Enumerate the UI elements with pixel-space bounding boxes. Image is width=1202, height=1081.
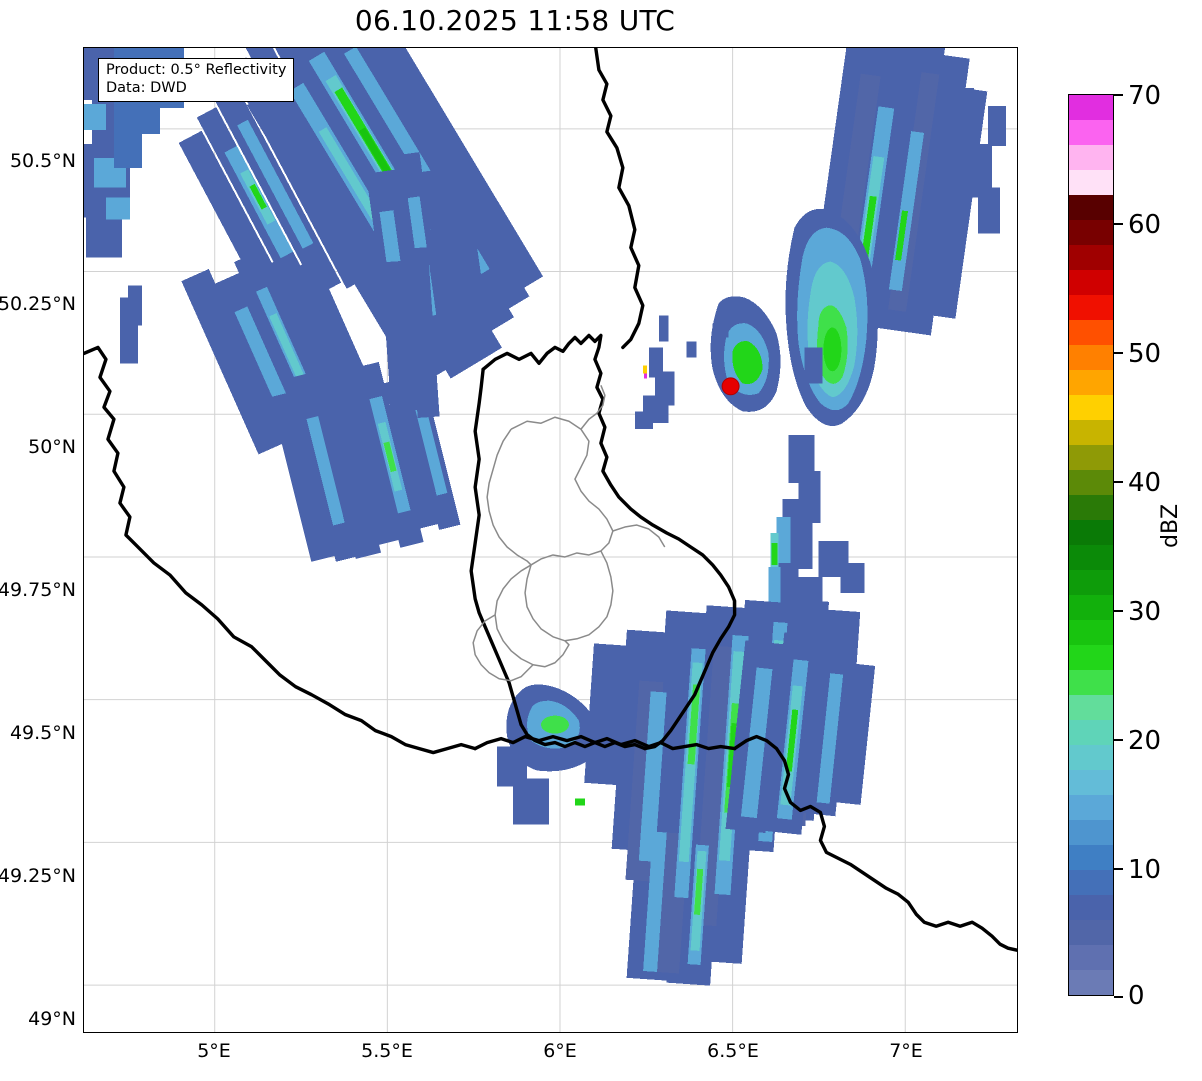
colorbar-band xyxy=(1069,545,1113,570)
colorbar-band xyxy=(1069,345,1113,370)
colorbar-axis-label: dBZ xyxy=(1158,503,1183,548)
colorbar-band xyxy=(1069,670,1113,695)
colorbar-band xyxy=(1069,120,1113,145)
colorbar-band xyxy=(1069,395,1113,420)
colorbar-band xyxy=(1069,695,1113,720)
x-tick-label: 6.5°E xyxy=(707,1040,759,1062)
colorbar-band xyxy=(1069,920,1113,945)
national-borders xyxy=(84,48,1017,952)
colorbar-tick-label: 0 xyxy=(1128,981,1145,1011)
radar-echo-ne xyxy=(634,48,1007,661)
colorbar-band xyxy=(1069,645,1113,670)
colorbar-band xyxy=(1069,95,1113,120)
colorbar-tick-label: 70 xyxy=(1128,81,1162,111)
radar-map-canvas xyxy=(84,48,1017,1032)
colorbar-tick-label: 30 xyxy=(1128,597,1162,627)
x-tick-label: 5.5°E xyxy=(361,1040,413,1062)
x-tick-label: 6°E xyxy=(543,1040,577,1062)
map-plot-area[interactable]: Product: 0.5° Reflectivity Data: DWD xyxy=(83,47,1018,1033)
y-tick-label: 50.25°N xyxy=(0,293,76,315)
colorbar-band xyxy=(1069,470,1113,495)
colorbar-band xyxy=(1069,320,1113,345)
colorbar-band xyxy=(1069,295,1113,320)
colorbar-band xyxy=(1069,220,1113,245)
y-tick-label: 49°N xyxy=(28,1008,76,1030)
data-source-label: Data: DWD xyxy=(106,79,187,96)
colorbar-band xyxy=(1069,170,1113,195)
y-tick-label: 49.75°N xyxy=(0,579,76,601)
colorbar-band xyxy=(1069,895,1113,920)
colorbar-band xyxy=(1069,720,1113,745)
reflectivity-colorbar[interactable] xyxy=(1068,94,1114,996)
colorbar-band xyxy=(1069,745,1113,770)
colorbar-band xyxy=(1069,620,1113,645)
colorbar-band xyxy=(1069,945,1113,970)
colorbar-band xyxy=(1069,145,1113,170)
product-info-box: Product: 0.5° Reflectivity Data: DWD xyxy=(98,58,295,103)
y-tick-label: 49.25°N xyxy=(0,865,76,887)
colorbar-band xyxy=(1069,445,1113,470)
radar-echo-nw xyxy=(84,48,544,562)
colorbar-tick-label: 40 xyxy=(1128,468,1162,498)
colorbar-tick-label: 60 xyxy=(1128,210,1162,240)
colorbar-band xyxy=(1069,245,1113,270)
product-label: Product: 0.5° Reflectivity xyxy=(106,62,287,78)
colorbar-band xyxy=(1069,520,1113,545)
colorbar-band xyxy=(1069,845,1113,870)
colorbar-band xyxy=(1069,870,1113,895)
colorbar-tick-label: 50 xyxy=(1128,339,1162,369)
x-tick-label: 7°E xyxy=(889,1040,923,1062)
colorbar-tick-label: 10 xyxy=(1128,855,1162,885)
radar-site-marker xyxy=(721,377,740,396)
figure-title: 06.10.2025 11:58 UTC xyxy=(354,4,676,37)
internal-district-borders xyxy=(472,385,666,682)
colorbar-band xyxy=(1069,370,1113,395)
colorbar-band xyxy=(1069,570,1113,595)
radar-echo-se xyxy=(497,540,876,986)
colorbar-band xyxy=(1069,195,1113,220)
y-tick-label: 50.5°N xyxy=(9,150,76,172)
colorbar-band xyxy=(1069,420,1113,445)
colorbar-band xyxy=(1069,820,1113,845)
colorbar-band xyxy=(1069,270,1113,295)
colorbar-band xyxy=(1069,970,1113,995)
colorbar-band xyxy=(1069,595,1113,620)
y-tick-label: 49.5°N xyxy=(9,722,76,744)
x-tick-label: 5°E xyxy=(197,1040,231,1062)
colorbar-band xyxy=(1069,795,1113,820)
colorbar-band xyxy=(1069,495,1113,520)
colorbar-tick-label: 20 xyxy=(1128,726,1162,756)
colorbar-band xyxy=(1069,770,1113,795)
y-tick-label: 50°N xyxy=(28,436,76,458)
